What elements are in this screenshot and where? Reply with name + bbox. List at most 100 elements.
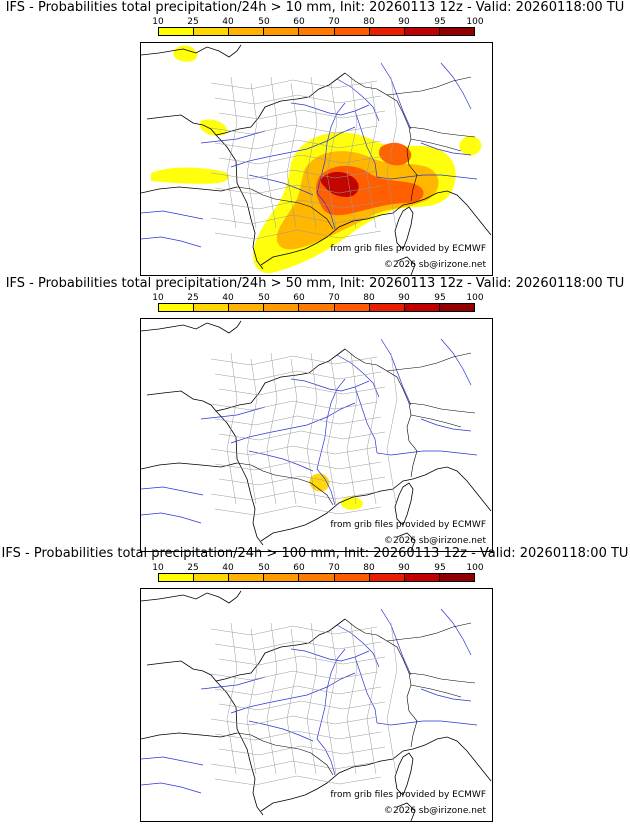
- coastline: [412, 190, 492, 236]
- precip-area: [459, 135, 482, 156]
- river: [316, 648, 346, 740]
- colorbar-tick: 25: [187, 17, 199, 27]
- admin-border: [210, 124, 378, 135]
- admin-border: [326, 628, 338, 775]
- river: [290, 648, 370, 662]
- rivers-layer: [141, 608, 478, 794]
- admin-border: [366, 82, 378, 229]
- precip-area: [340, 496, 363, 510]
- river: [420, 142, 472, 156]
- river: [336, 78, 380, 122]
- rivers-layer: [141, 62, 478, 248]
- admin-border: [210, 214, 378, 225]
- colorbar-tick: 25: [187, 563, 199, 573]
- admin-border: [214, 685, 382, 696]
- admin-border: [210, 169, 378, 180]
- river: [380, 608, 412, 676]
- map-france: from grib files provided by ECMWF ©2026 …: [140, 42, 493, 276]
- admin-border: [210, 355, 378, 366]
- colorbar-segment: [159, 28, 195, 35]
- country-border: [236, 732, 334, 776]
- admin-border: [218, 430, 386, 441]
- admin-border: [218, 745, 386, 756]
- precip-area: [151, 167, 230, 184]
- river: [230, 402, 356, 444]
- colorbar-segment: [334, 304, 370, 311]
- river: [440, 62, 472, 110]
- precip-area: [173, 45, 198, 62]
- admin-border: [218, 385, 386, 396]
- admin-border: [226, 76, 238, 229]
- map-canvas: [141, 320, 492, 551]
- rivers-layer: [141, 338, 478, 524]
- country-border: [410, 138, 462, 152]
- colorbar-segment: [404, 574, 440, 581]
- admin-border: [210, 670, 378, 681]
- river: [376, 450, 478, 456]
- colorbar-segment: [334, 574, 370, 581]
- map-panel-10mm: IFS - Probabilities total precipitation/…: [0, 0, 630, 276]
- colorbar: [158, 573, 475, 582]
- coastline: [146, 72, 346, 136]
- map-panel-100mm: IFS - Probabilities total precipitation/…: [0, 546, 630, 822]
- colorbar-tick: 100: [466, 563, 484, 573]
- panel-title: IFS - Probabilities total precipitation/…: [5, 276, 625, 291]
- river: [316, 378, 346, 470]
- colorbar-tick: 70: [328, 17, 340, 27]
- river: [230, 126, 356, 168]
- river: [141, 782, 202, 794]
- colorbar-tick: 70: [328, 563, 340, 573]
- country-border: [236, 186, 334, 230]
- coastline: [141, 462, 238, 470]
- colorbar-tick: 80: [363, 17, 375, 27]
- map-canvas: [141, 44, 492, 275]
- coastline: [394, 482, 414, 526]
- colorbar-segment: [264, 304, 300, 311]
- colorbar-tick: 10: [152, 17, 164, 27]
- admin-border: [306, 76, 318, 229]
- admin-border: [218, 109, 386, 120]
- admin-border: [286, 628, 298, 775]
- admin-border: [326, 82, 338, 229]
- colorbar-tick: 95: [434, 563, 446, 573]
- admin-border: [210, 490, 378, 501]
- admin-border: [210, 79, 378, 90]
- colorbar-segment: [229, 28, 265, 35]
- admin-border: [386, 622, 398, 775]
- colorbar-tick: 25: [187, 293, 199, 303]
- coastline: [396, 256, 416, 275]
- admin-border: [346, 352, 358, 505]
- coastline-layer: [141, 44, 492, 275]
- coastline: [394, 206, 414, 250]
- colorbar-segment: [404, 28, 440, 35]
- colorbar: [158, 27, 475, 36]
- river: [440, 338, 472, 386]
- copyright-credit: ©2026 sb@irizone.net: [384, 260, 486, 270]
- colorbar-tick: 95: [434, 17, 446, 27]
- river: [354, 656, 378, 724]
- admin-border: [306, 352, 318, 505]
- colorbar-segment: [299, 574, 335, 581]
- river: [141, 236, 202, 248]
- coastline: [412, 736, 492, 782]
- coastline: [146, 348, 346, 412]
- admin-border: [210, 445, 378, 456]
- colorbar-tick: 95: [434, 293, 446, 303]
- coastline: [412, 466, 492, 512]
- admin-border: [214, 775, 382, 786]
- river: [420, 418, 472, 432]
- coastline: [215, 680, 264, 816]
- colorbar-tick: 90: [398, 563, 410, 573]
- coastline: [260, 478, 414, 542]
- admin-border: [218, 199, 386, 210]
- admin-border: [266, 622, 278, 775]
- colorbar-segment: [264, 574, 300, 581]
- colorbar-ticks: 10 25 40 50 60 70 80 90 95 100: [0, 293, 630, 303]
- colorbar-segment: [194, 28, 230, 35]
- country-border: [408, 402, 476, 414]
- admin-border: [246, 82, 258, 229]
- colorbar-segment: [299, 28, 335, 35]
- panel-title: IFS - Probabilities total precipitation/…: [5, 0, 625, 15]
- colorbar-tick: 60: [293, 17, 305, 27]
- admin-border: [226, 622, 238, 775]
